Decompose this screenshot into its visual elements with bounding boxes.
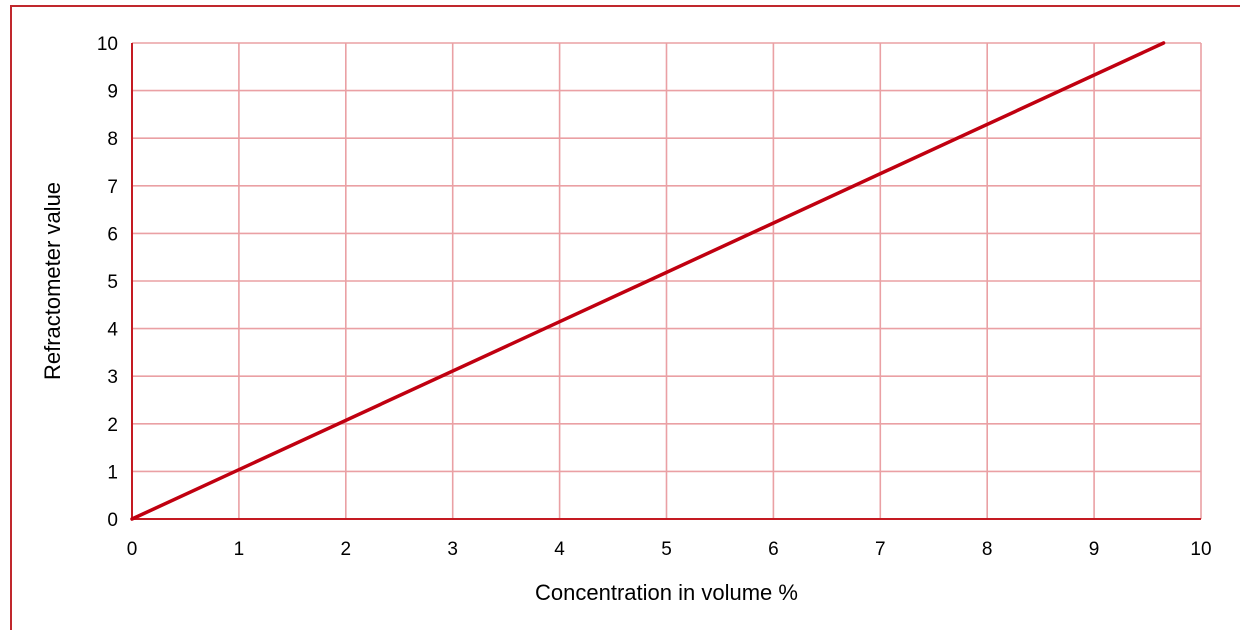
- series-layer: [130, 41, 1166, 521]
- x-tick-label: 2: [341, 539, 352, 560]
- y-tick-label: 4: [107, 320, 118, 341]
- x-tick-label: 10: [1190, 539, 1211, 560]
- x-tick-label: 4: [554, 539, 565, 560]
- x-tick-label: 9: [1089, 539, 1100, 560]
- y-tick-label: 10: [97, 34, 118, 55]
- grid: [132, 42, 1202, 519]
- y-tick-label: 5: [107, 272, 118, 293]
- y-tick-label: 1: [107, 462, 118, 483]
- y-tick-label: 6: [107, 224, 118, 245]
- y-tick-labels: 0 1 2 3 4 5 6 7 8 9 10: [97, 34, 119, 531]
- x-tick-label: 5: [661, 539, 672, 560]
- x-tick-label: 0: [127, 539, 138, 560]
- x-tick-label: 8: [982, 539, 993, 560]
- x-tick-label: 3: [447, 539, 458, 560]
- series-line: [130, 41, 1166, 521]
- y-tick-label: 3: [107, 367, 118, 388]
- x-tick-label: 7: [875, 539, 886, 560]
- frame-top-border: [10, 5, 1240, 7]
- frame-left-border: [10, 5, 12, 630]
- x-tick-label: 1: [234, 539, 245, 560]
- x-tick-label: 6: [768, 539, 779, 560]
- y-tick-label: 7: [107, 177, 118, 198]
- axes: [131, 43, 1201, 520]
- y-tick-label: 2: [107, 415, 118, 436]
- y-axis-title: Refractometer value: [40, 182, 65, 380]
- y-tick-label: 8: [107, 129, 118, 150]
- x-tick-labels: 0 1 2 3 4 5 6 7 8 9 10: [127, 539, 1212, 560]
- x-axis-title: Concentration in volume %: [535, 580, 798, 605]
- y-tick-label: 0: [107, 510, 118, 531]
- y-tick-label: 9: [107, 82, 118, 103]
